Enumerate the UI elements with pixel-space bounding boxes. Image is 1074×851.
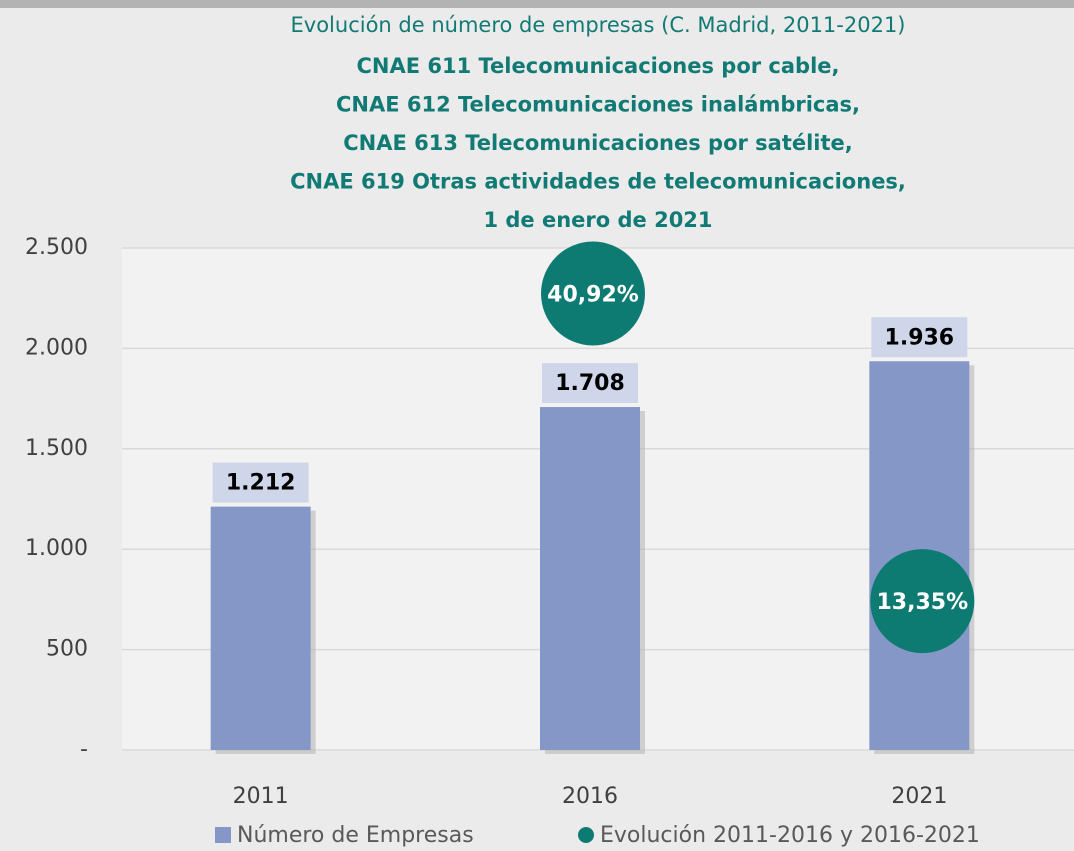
- legend-label: Número de Empresas: [237, 823, 474, 848]
- value-label-box: [212, 462, 309, 503]
- chart-subtitle: CNAE 612 Telecomunicaciones inalámbricas…: [336, 93, 860, 117]
- value-label: 1.212: [226, 471, 296, 496]
- point: [870, 549, 975, 654]
- top-band: [0, 0, 1074, 8]
- chart-subtitle: CNAE 619 Otras actividades de telecomuni…: [290, 170, 906, 194]
- chart-subtitle: CNAE 613 Telecomunicaciones por satélite…: [343, 131, 853, 155]
- y-tick-label: 2.500: [25, 235, 88, 260]
- y-tick-label: 500: [46, 637, 88, 662]
- chart-subtitle: 1 de enero de 2021: [483, 208, 712, 232]
- legend-marker: [578, 827, 594, 843]
- point: [541, 241, 645, 346]
- value-label-box: [871, 317, 968, 358]
- legend-label: Evolución 2011-2016 y 2016-2021: [600, 823, 980, 848]
- bar: [210, 506, 311, 750]
- value-label: 13,35%: [877, 590, 969, 615]
- y-tick-label: 2.000: [25, 335, 88, 360]
- x-tick-label: 2021: [891, 784, 947, 809]
- bar: [540, 407, 640, 750]
- y-tick-label: 1.500: [25, 436, 88, 461]
- chart-subtitle: CNAE 611 Telecomunicaciones por cable,: [356, 54, 839, 78]
- x-tick-label: 2011: [233, 784, 289, 809]
- y-tick-label: 1.000: [25, 536, 88, 561]
- chart-title: Evolución de número de empresas (C. Madr…: [291, 13, 906, 37]
- value-label: 1.708: [555, 371, 625, 396]
- y-tick-label: -: [80, 737, 88, 762]
- value-label: 1.936: [885, 325, 955, 350]
- value-label: 40,92%: [547, 283, 639, 308]
- value-label-box: [542, 363, 638, 404]
- x-tick-label: 2016: [562, 784, 618, 809]
- legend-marker: [215, 827, 231, 843]
